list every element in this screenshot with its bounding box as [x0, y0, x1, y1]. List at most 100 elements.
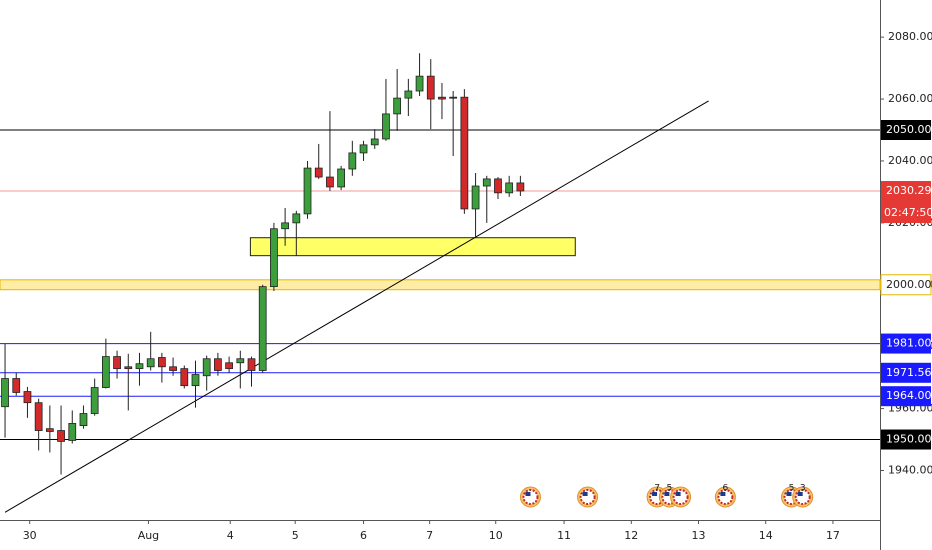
y-tick-label: 2080.00 — [888, 30, 932, 43]
candle-body — [393, 97, 402, 115]
candle-body — [68, 423, 77, 441]
candle-body — [370, 138, 379, 146]
candle-body — [292, 213, 301, 224]
candle-body — [23, 391, 32, 404]
zone — [0, 279, 881, 291]
candle-body — [258, 286, 267, 371]
level-tag-label: 1964.00 — [886, 389, 932, 402]
x-tick-label: 10 — [489, 529, 503, 542]
candle-body — [281, 222, 289, 230]
candle-body — [460, 96, 469, 210]
x-tick-label: 6 — [360, 529, 367, 542]
candle-body — [191, 374, 200, 387]
candle-body — [326, 176, 334, 188]
candle-body — [494, 178, 502, 194]
event-count: 5 — [667, 484, 673, 494]
candle-body — [516, 182, 525, 192]
candle-body — [146, 358, 155, 368]
candle-body — [124, 366, 133, 370]
candle-body — [214, 358, 222, 371]
event-icon — [780, 486, 802, 508]
zone-tag-label: 2000.00 — [886, 278, 932, 291]
candle-body — [12, 378, 21, 393]
event-icon-canton — [786, 492, 792, 496]
candle-body — [337, 168, 346, 188]
x-tick-label: 4 — [227, 529, 234, 542]
event-icon-canton — [652, 492, 658, 496]
x-tick-label: 13 — [692, 529, 706, 542]
candle-body — [482, 178, 491, 187]
x-tick-label: 11 — [557, 529, 571, 542]
candle-body — [236, 358, 245, 364]
level-tag — [881, 120, 931, 140]
x-tick-label: 12 — [624, 529, 638, 542]
candle-body — [404, 90, 413, 99]
zone-tag — [880, 274, 932, 296]
event-icon — [792, 486, 814, 508]
current-price-label: 2030.29 — [886, 184, 932, 197]
candle-body — [449, 96, 458, 99]
countdown-label: 02:47:50 — [884, 206, 932, 219]
x-tick-label: 14 — [759, 529, 773, 542]
event-count: 7 — [654, 484, 660, 494]
level-tag — [881, 386, 931, 407]
trendline — [4, 100, 709, 513]
x-tick-label: 30 — [23, 529, 37, 542]
candle-body — [180, 368, 189, 387]
event-icon — [519, 486, 541, 508]
y-tick-label: 1940.00 — [888, 463, 932, 476]
y-tick-label: 2060.00 — [888, 92, 932, 105]
level-tag-label: 1971.56 — [886, 366, 932, 379]
candle-body — [169, 366, 177, 371]
level-tag-label: 1950.00 — [886, 433, 932, 446]
candle-body — [101, 356, 110, 388]
event-icon-canton — [664, 492, 670, 496]
x-tick-label: Aug — [138, 529, 159, 542]
candle-body — [348, 152, 357, 170]
event-count: 3 — [800, 484, 806, 494]
event-count: 6 — [723, 484, 729, 494]
candle-body — [471, 185, 480, 210]
x-tick-label: 5 — [292, 529, 299, 542]
candle-body — [426, 75, 435, 100]
candle-body — [202, 358, 211, 377]
candle-body — [45, 428, 54, 432]
zone — [249, 237, 576, 257]
candle-body — [505, 182, 514, 194]
candle-body — [57, 430, 65, 442]
event-icon-canton — [582, 492, 588, 496]
candle-body — [34, 402, 43, 431]
level-tag — [881, 429, 931, 450]
candle-body — [113, 356, 121, 370]
candle-body — [270, 228, 278, 288]
candle-body — [303, 167, 312, 215]
level-tag — [881, 362, 931, 383]
candle-body — [225, 362, 233, 370]
event-icon-canton — [525, 492, 531, 496]
candle-body — [135, 363, 144, 370]
candle-body — [79, 413, 88, 426]
current-price-tag — [881, 181, 931, 224]
candle-body — [415, 75, 424, 92]
event-icon — [670, 486, 692, 508]
candle-body — [314, 167, 323, 178]
candle-body — [382, 113, 390, 140]
event-icon-canton — [675, 492, 681, 496]
candle-body — [90, 387, 99, 414]
x-tick-label: 17 — [826, 529, 840, 542]
event-count: 5 — [789, 484, 795, 494]
level-tag-label: 2050.00 — [886, 123, 932, 136]
candle-body — [1, 378, 9, 408]
y-tick-label: 2040.00 — [888, 154, 932, 167]
x-tick-label: 7 — [426, 529, 433, 542]
event-icon-canton — [797, 492, 803, 496]
level-tag-label: 1981.00 — [886, 337, 932, 350]
candle-body — [247, 358, 256, 371]
level-tag — [881, 333, 931, 354]
candle-body — [158, 357, 166, 368]
event-icon — [714, 486, 736, 508]
event-icon-canton — [720, 492, 726, 496]
event-icon — [577, 486, 599, 508]
